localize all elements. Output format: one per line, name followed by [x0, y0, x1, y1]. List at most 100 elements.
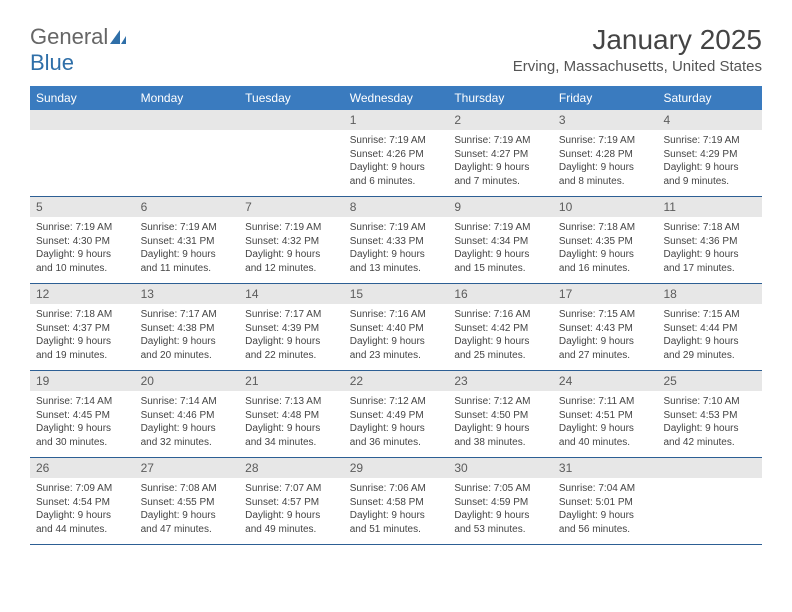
sunset-text: Sunset: 4:31 PM	[141, 235, 234, 249]
sunrise-text: Sunrise: 7:04 AM	[559, 482, 652, 496]
day-number: 24	[553, 371, 658, 391]
day-number	[135, 110, 240, 130]
day-number: 4	[657, 110, 762, 130]
sunrise-text: Sunrise: 7:15 AM	[663, 308, 756, 322]
day-cell	[30, 110, 135, 196]
week-row: 26Sunrise: 7:09 AMSunset: 4:54 PMDayligh…	[30, 458, 762, 545]
daylight-text: Daylight: 9 hours and 9 minutes.	[663, 161, 756, 188]
day-cell: 2Sunrise: 7:19 AMSunset: 4:27 PMDaylight…	[448, 110, 553, 196]
day-body: Sunrise: 7:14 AMSunset: 4:46 PMDaylight:…	[135, 391, 240, 455]
sunset-text: Sunset: 4:33 PM	[350, 235, 443, 249]
week-row: 12Sunrise: 7:18 AMSunset: 4:37 PMDayligh…	[30, 284, 762, 371]
day-number	[30, 110, 135, 130]
day-number: 20	[135, 371, 240, 391]
sunrise-text: Sunrise: 7:19 AM	[350, 134, 443, 148]
sunrise-text: Sunrise: 7:17 AM	[141, 308, 234, 322]
day-body: Sunrise: 7:05 AMSunset: 4:59 PMDaylight:…	[448, 478, 553, 542]
weeks-container: 1Sunrise: 7:19 AMSunset: 4:26 PMDaylight…	[30, 110, 762, 545]
daylight-text: Daylight: 9 hours and 19 minutes.	[36, 335, 129, 362]
dow-cell: Sunday	[30, 86, 135, 110]
day-cell: 29Sunrise: 7:06 AMSunset: 4:58 PMDayligh…	[344, 458, 449, 544]
sunrise-text: Sunrise: 7:07 AM	[245, 482, 338, 496]
sunrise-text: Sunrise: 7:14 AM	[141, 395, 234, 409]
sunset-text: Sunset: 4:38 PM	[141, 322, 234, 336]
daylight-text: Daylight: 9 hours and 56 minutes.	[559, 509, 652, 536]
day-number: 13	[135, 284, 240, 304]
sunset-text: Sunset: 4:49 PM	[350, 409, 443, 423]
sunrise-text: Sunrise: 7:19 AM	[454, 134, 547, 148]
daylight-text: Daylight: 9 hours and 47 minutes.	[141, 509, 234, 536]
sunrise-text: Sunrise: 7:09 AM	[36, 482, 129, 496]
sunset-text: Sunset: 4:28 PM	[559, 148, 652, 162]
day-body: Sunrise: 7:19 AMSunset: 4:33 PMDaylight:…	[344, 217, 449, 281]
day-cell: 27Sunrise: 7:08 AMSunset: 4:55 PMDayligh…	[135, 458, 240, 544]
day-cell: 5Sunrise: 7:19 AMSunset: 4:30 PMDaylight…	[30, 197, 135, 283]
logo-blue: Blue	[30, 50, 74, 75]
sunrise-text: Sunrise: 7:16 AM	[350, 308, 443, 322]
sunset-text: Sunset: 4:45 PM	[36, 409, 129, 423]
day-number: 2	[448, 110, 553, 130]
sunset-text: Sunset: 4:29 PM	[663, 148, 756, 162]
sunrise-text: Sunrise: 7:08 AM	[141, 482, 234, 496]
calendar: SundayMondayTuesdayWednesdayThursdayFrid…	[30, 86, 762, 545]
dow-header-row: SundayMondayTuesdayWednesdayThursdayFrid…	[30, 86, 762, 110]
dow-cell: Wednesday	[344, 86, 449, 110]
day-number	[239, 110, 344, 130]
day-number: 11	[657, 197, 762, 217]
day-body: Sunrise: 7:08 AMSunset: 4:55 PMDaylight:…	[135, 478, 240, 542]
day-number: 25	[657, 371, 762, 391]
day-number: 3	[553, 110, 658, 130]
logo: General Blue	[30, 24, 128, 76]
sunrise-text: Sunrise: 7:16 AM	[454, 308, 547, 322]
day-body	[135, 130, 240, 190]
sunrise-text: Sunrise: 7:19 AM	[245, 221, 338, 235]
day-number: 31	[553, 458, 658, 478]
day-cell: 9Sunrise: 7:19 AMSunset: 4:34 PMDaylight…	[448, 197, 553, 283]
week-row: 19Sunrise: 7:14 AMSunset: 4:45 PMDayligh…	[30, 371, 762, 458]
daylight-text: Daylight: 9 hours and 30 minutes.	[36, 422, 129, 449]
sunrise-text: Sunrise: 7:13 AM	[245, 395, 338, 409]
day-body	[239, 130, 344, 190]
sunset-text: Sunset: 4:36 PM	[663, 235, 756, 249]
daylight-text: Daylight: 9 hours and 29 minutes.	[663, 335, 756, 362]
week-row: 5Sunrise: 7:19 AMSunset: 4:30 PMDaylight…	[30, 197, 762, 284]
day-number: 14	[239, 284, 344, 304]
day-number: 8	[344, 197, 449, 217]
title-block: January 2025 Erving, Massachusetts, Unit…	[513, 24, 762, 75]
logo-sail-icon	[108, 28, 128, 48]
sunrise-text: Sunrise: 7:05 AM	[454, 482, 547, 496]
sunrise-text: Sunrise: 7:06 AM	[350, 482, 443, 496]
day-cell: 16Sunrise: 7:16 AMSunset: 4:42 PMDayligh…	[448, 284, 553, 370]
day-cell	[135, 110, 240, 196]
day-cell: 30Sunrise: 7:05 AMSunset: 4:59 PMDayligh…	[448, 458, 553, 544]
sunset-text: Sunset: 4:42 PM	[454, 322, 547, 336]
day-number: 28	[239, 458, 344, 478]
day-body: Sunrise: 7:18 AMSunset: 4:37 PMDaylight:…	[30, 304, 135, 368]
sunset-text: Sunset: 4:32 PM	[245, 235, 338, 249]
sunrise-text: Sunrise: 7:19 AM	[663, 134, 756, 148]
daylight-text: Daylight: 9 hours and 53 minutes.	[454, 509, 547, 536]
daylight-text: Daylight: 9 hours and 6 minutes.	[350, 161, 443, 188]
day-body: Sunrise: 7:19 AMSunset: 4:27 PMDaylight:…	[448, 130, 553, 194]
day-cell: 8Sunrise: 7:19 AMSunset: 4:33 PMDaylight…	[344, 197, 449, 283]
sunset-text: Sunset: 4:48 PM	[245, 409, 338, 423]
daylight-text: Daylight: 9 hours and 40 minutes.	[559, 422, 652, 449]
sunset-text: Sunset: 4:34 PM	[454, 235, 547, 249]
day-number: 7	[239, 197, 344, 217]
sunrise-text: Sunrise: 7:17 AM	[245, 308, 338, 322]
day-body: Sunrise: 7:12 AMSunset: 4:49 PMDaylight:…	[344, 391, 449, 455]
day-number: 1	[344, 110, 449, 130]
day-cell: 28Sunrise: 7:07 AMSunset: 4:57 PMDayligh…	[239, 458, 344, 544]
sunset-text: Sunset: 4:54 PM	[36, 496, 129, 510]
day-cell: 17Sunrise: 7:15 AMSunset: 4:43 PMDayligh…	[553, 284, 658, 370]
sunrise-text: Sunrise: 7:19 AM	[36, 221, 129, 235]
day-cell: 11Sunrise: 7:18 AMSunset: 4:36 PMDayligh…	[657, 197, 762, 283]
sunrise-text: Sunrise: 7:11 AM	[559, 395, 652, 409]
sunset-text: Sunset: 4:46 PM	[141, 409, 234, 423]
day-number: 19	[30, 371, 135, 391]
daylight-text: Daylight: 9 hours and 20 minutes.	[141, 335, 234, 362]
sunset-text: Sunset: 4:37 PM	[36, 322, 129, 336]
sunrise-text: Sunrise: 7:19 AM	[141, 221, 234, 235]
day-cell: 23Sunrise: 7:12 AMSunset: 4:50 PMDayligh…	[448, 371, 553, 457]
day-cell: 18Sunrise: 7:15 AMSunset: 4:44 PMDayligh…	[657, 284, 762, 370]
